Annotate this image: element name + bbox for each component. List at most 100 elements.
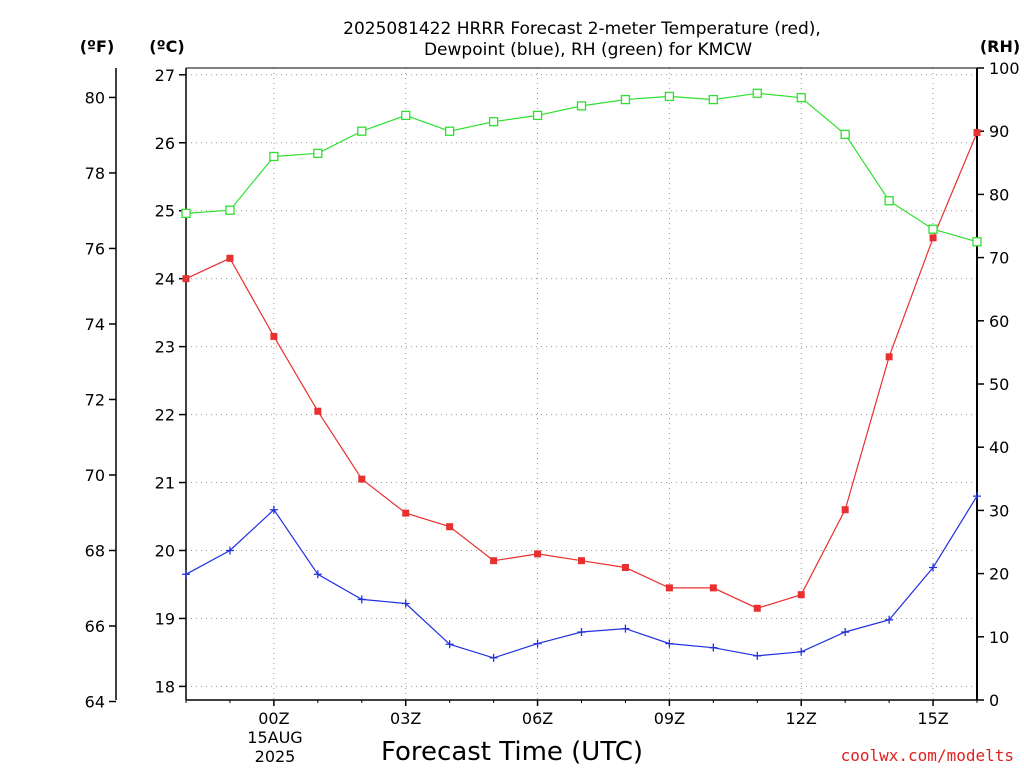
dewpoint-point — [445, 640, 454, 649]
fahrenheit-tick-label: 74 — [85, 315, 105, 334]
series-dewpoint — [182, 492, 981, 662]
rh-point — [357, 126, 367, 136]
rh-point — [576, 101, 587, 111]
temperature-point — [314, 407, 322, 415]
temperature-point — [753, 604, 761, 612]
rh-tick-label: 80 — [989, 185, 1009, 204]
rh-point — [752, 88, 762, 98]
rh-point — [313, 148, 323, 158]
rh-point — [840, 129, 850, 140]
rh-point — [796, 93, 806, 103]
fahrenheit-tick-label: 66 — [85, 617, 105, 636]
rh-tick-label: 50 — [989, 375, 1009, 394]
rh-point — [928, 224, 938, 234]
celsius-tick-label: 23 — [155, 338, 175, 357]
x-tick-label: 15Z — [917, 709, 948, 728]
dewpoint-point — [225, 546, 234, 555]
x-date-line-1: 15AUG — [247, 728, 302, 747]
grid-lines — [186, 68, 977, 700]
chart-title-line-2: Dewpoint (blue), RH (green) for KMCW — [424, 40, 752, 60]
dewpoint-point — [621, 624, 630, 633]
celsius-unit-label: (ºC) — [149, 37, 184, 56]
data-series — [181, 88, 982, 662]
dewpoint-point — [533, 639, 542, 648]
x-date-line-2: 2025 — [255, 747, 296, 766]
x-tick-label: 03Z — [390, 709, 421, 728]
temperature-point — [973, 129, 981, 137]
dewpoint-point — [797, 647, 806, 656]
rh-unit-label: (RH) — [980, 37, 1020, 56]
rh-tick-label: 10 — [989, 628, 1009, 647]
dewpoint-point — [182, 570, 190, 579]
temperature-point — [534, 550, 542, 558]
rh-tick-label: 40 — [989, 438, 1009, 457]
temperature-point — [578, 557, 585, 565]
fahrenheit-tick-label: 72 — [85, 390, 105, 409]
rh-point — [488, 117, 499, 127]
rh-point — [225, 205, 235, 215]
dewpoint-point — [709, 643, 718, 652]
rh-point — [445, 126, 455, 136]
source-credit: coolwx.com/modelts — [841, 746, 1014, 765]
rh-line — [185, 92, 978, 243]
rh-point — [532, 110, 543, 121]
fahrenheit-tick-label: 70 — [85, 466, 105, 485]
dewpoint-point — [753, 651, 762, 660]
temperature-point — [446, 523, 454, 531]
axes — [109, 67, 984, 706]
dewpoint-point — [665, 639, 674, 648]
celsius-tick-label: 21 — [155, 474, 175, 493]
x-tick-label: 00Z — [258, 709, 289, 728]
x-tick-label: 12Z — [786, 709, 817, 728]
rh-point — [620, 94, 631, 105]
temperature-point — [270, 332, 278, 340]
rh-point — [401, 110, 411, 121]
temperature-point — [490, 557, 498, 565]
series-rh — [181, 88, 982, 247]
x-tick-label: 06Z — [522, 709, 553, 728]
celsius-tick-label: 18 — [155, 677, 175, 696]
tick-labels: 18 19 20 21 22 23 24 25 26 27 00Z 03Z 06Z 09Z 12Z 15Z 64… — [85, 59, 1020, 728]
fahrenheit-tick-label: 76 — [85, 239, 105, 258]
temperature-point — [358, 475, 366, 483]
celsius-tick-label: 26 — [155, 134, 175, 153]
celsius-tick-label: 27 — [155, 66, 175, 85]
fahrenheit-tick-label: 78 — [85, 164, 105, 183]
rh-point — [884, 196, 894, 206]
rh-tick-label: 20 — [989, 565, 1009, 584]
rh-point — [708, 94, 718, 105]
dewpoint-point — [401, 599, 410, 608]
fahrenheit-unit-label: (ºF) — [80, 37, 115, 56]
rh-tick-label: 70 — [989, 249, 1009, 268]
fahrenheit-tick-label: 68 — [85, 541, 105, 560]
dewpoint-point — [269, 505, 278, 514]
temperature-point — [621, 563, 629, 571]
fahrenheit-tick-label: 64 — [85, 693, 105, 712]
temperature-line — [185, 132, 978, 609]
dewpoint-point — [973, 492, 981, 501]
rh-tick-label: 100 — [989, 59, 1020, 78]
rh-tick-label: 60 — [989, 312, 1009, 331]
celsius-tick-label: 25 — [155, 202, 175, 221]
dewpoint-point — [577, 628, 586, 637]
rh-point — [181, 208, 191, 219]
temperature-point — [402, 509, 410, 517]
temperature-point — [885, 353, 893, 361]
celsius-tick-label: 20 — [155, 541, 175, 560]
rh-point — [269, 151, 279, 162]
temperature-point — [182, 275, 190, 283]
dewpoint-point — [313, 570, 322, 579]
dewpoint-point — [357, 595, 366, 604]
celsius-tick-label: 19 — [155, 609, 175, 628]
x-axis-title: Forecast Time (UTC) — [381, 737, 643, 767]
celsius-tick-label: 24 — [155, 270, 175, 289]
temperature-point — [226, 254, 234, 262]
rh-tick-label: 0 — [989, 691, 999, 710]
fahrenheit-tick-label: 80 — [85, 88, 105, 107]
series-temperature — [182, 129, 981, 612]
dewpoint-point — [489, 653, 498, 662]
temperature-point — [665, 584, 673, 592]
temperature-point — [797, 591, 805, 599]
rh-point — [664, 91, 675, 102]
